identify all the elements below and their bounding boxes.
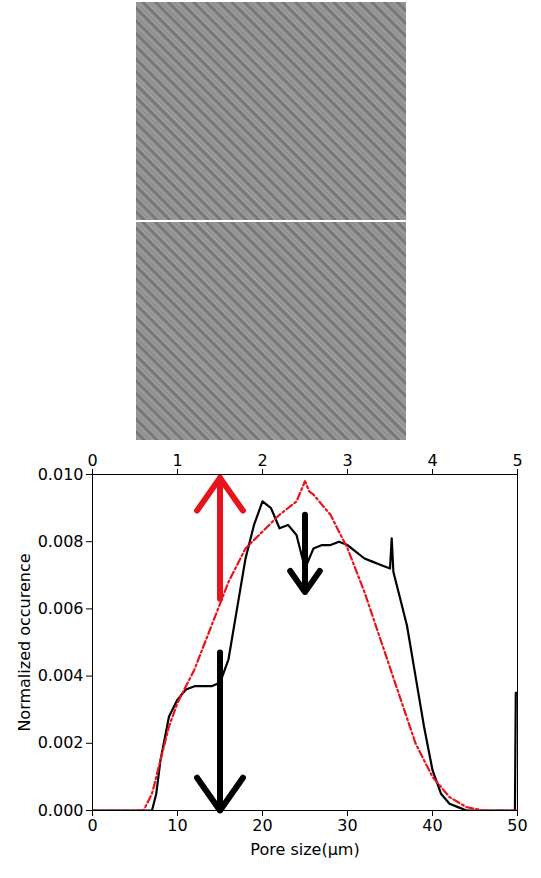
svg-text:0: 0 (87, 816, 97, 835)
svg-text:Normalized occurence: Normalized occurence (15, 553, 34, 731)
svg-text:4: 4 (427, 451, 437, 470)
svg-text:0.010: 0.010 (38, 465, 84, 484)
svg-text:40: 40 (422, 816, 442, 835)
svg-text:0.008: 0.008 (38, 532, 84, 551)
svg-text:0.002: 0.002 (38, 733, 84, 752)
svg-text:2: 2 (257, 451, 267, 470)
svg-text:5: 5 (512, 451, 522, 470)
svg-text:1: 1 (172, 451, 182, 470)
svg-text:50: 50 (507, 816, 527, 835)
svg-text:10: 10 (167, 816, 187, 835)
svg-text:0: 0 (87, 451, 97, 470)
svg-text:Pore size(μm): Pore size(μm) (250, 840, 359, 859)
svg-text:0.000: 0.000 (38, 801, 84, 820)
svg-text:20: 20 (252, 816, 272, 835)
svg-text:30: 30 (337, 816, 357, 835)
svg-text:3: 3 (342, 451, 352, 470)
svg-text:0.006: 0.006 (38, 599, 84, 618)
svg-text:0.004: 0.004 (38, 666, 84, 685)
